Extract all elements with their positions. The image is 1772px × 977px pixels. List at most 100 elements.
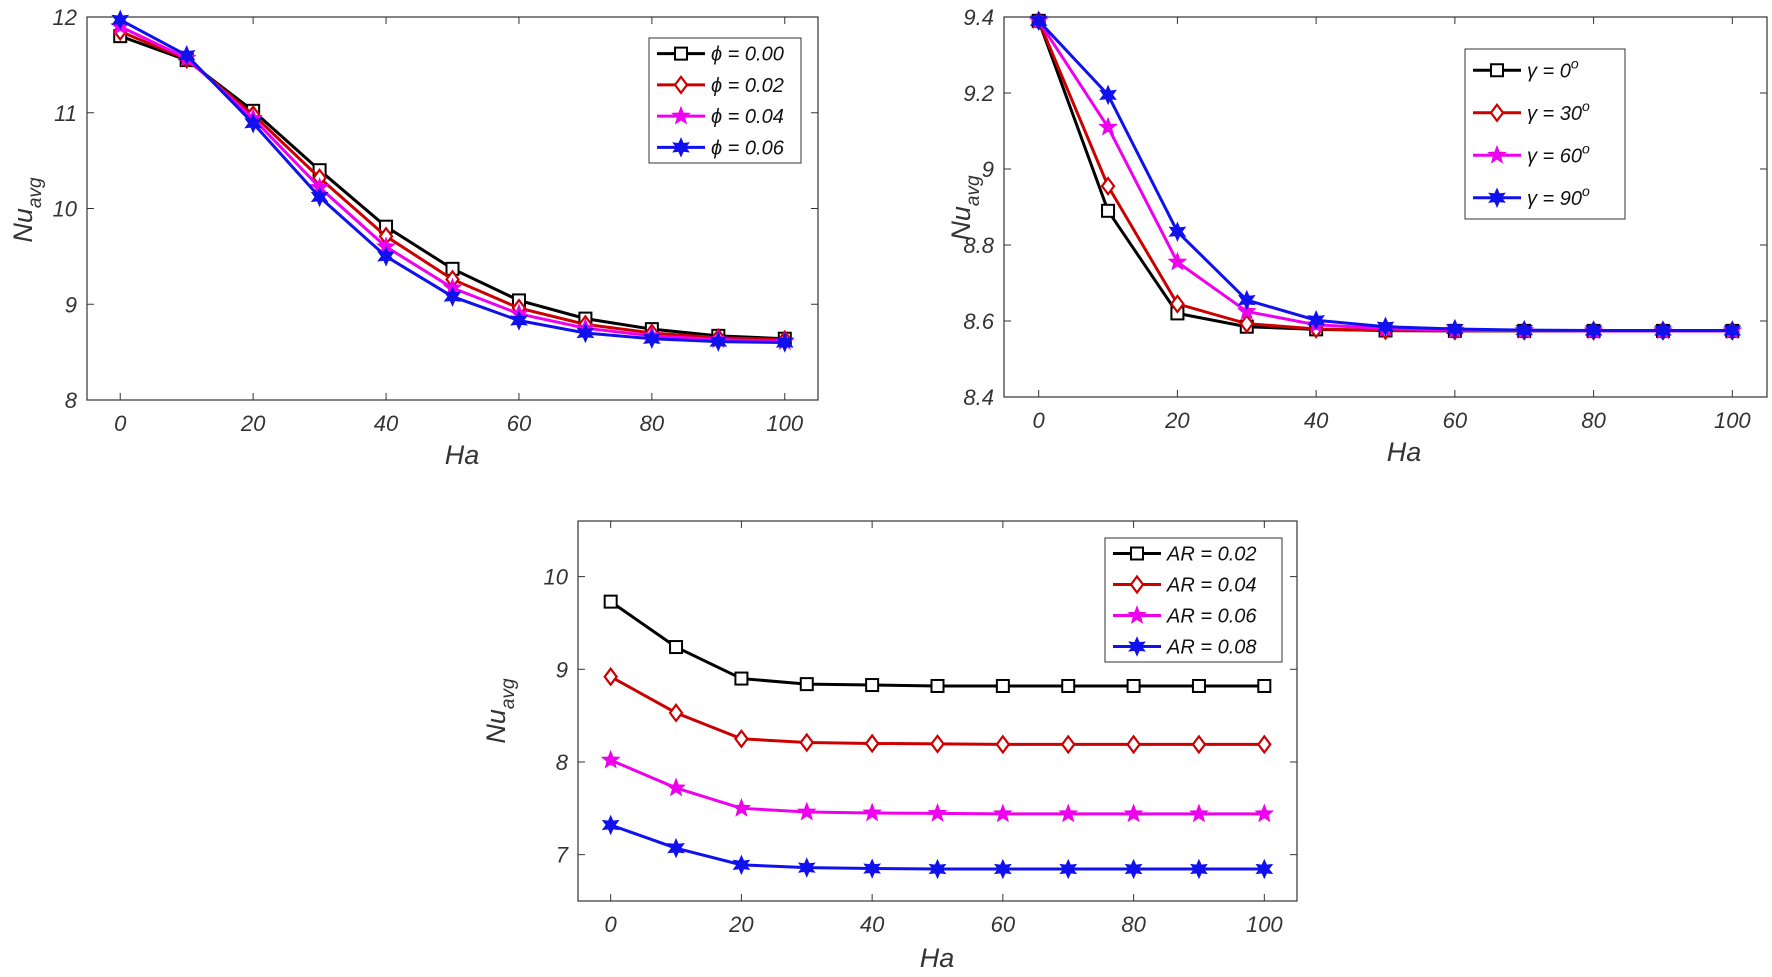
- legend-marker: [1488, 187, 1506, 208]
- data-point: [928, 858, 947, 880]
- legend-label-superscript: o: [1582, 98, 1590, 114]
- legend-marker: [1489, 102, 1505, 123]
- y-tick-label: 8: [556, 750, 569, 775]
- data-point: [863, 858, 882, 879]
- data-point: [1190, 858, 1208, 880]
- data-point: [601, 814, 620, 836]
- data-point: [1584, 320, 1603, 341]
- data-point: [1170, 294, 1185, 314]
- y-axis-label-subscript: avg: [963, 175, 984, 206]
- y-tick-label: 9: [982, 157, 994, 182]
- data-point: [668, 703, 684, 723]
- legend-marker: [1487, 144, 1507, 164]
- legend-label-superscript: o: [1582, 140, 1590, 156]
- data-point: [864, 733, 880, 754]
- data-point: [799, 677, 814, 692]
- data-point: [1654, 320, 1672, 341]
- y-axis-label: Nuavg: [481, 678, 519, 744]
- data-point: [1255, 858, 1274, 880]
- legend-marker: [1128, 636, 1146, 657]
- data-point: [1236, 301, 1257, 320]
- chart-panel-2: 0 20 40 60 80 100 8.4 8.6 8.8 9 9.2 9.4 Ha Nuavg γ = 0…: [946, 5, 1768, 467]
- y-axis-label-subscript: avg: [25, 177, 46, 208]
- legend-marker: [672, 137, 690, 158]
- data-point: [930, 734, 945, 754]
- legend-marker: [1490, 63, 1504, 78]
- x-tick-label: 40: [1304, 408, 1329, 433]
- data-point: [1189, 803, 1209, 823]
- x-tick-label: 60: [507, 411, 532, 436]
- data-point: [732, 854, 751, 876]
- legend-marker: [673, 75, 689, 95]
- legend: γ = 0o γ = 30o γ = 60o γ = 90o: [1464, 48, 1626, 220]
- data-point: [1445, 318, 1464, 340]
- data-point: [666, 777, 686, 797]
- series-4: [111, 9, 794, 353]
- data-point: [244, 113, 263, 134]
- legend-label: AR = 0.02: [1166, 544, 1257, 566]
- legend-label: ϕ = 0.06: [711, 137, 785, 159]
- legend-marker: [1130, 546, 1144, 561]
- data-point: [862, 802, 883, 822]
- series-3: [600, 749, 1275, 823]
- x-tick-label: 0: [605, 912, 618, 937]
- data-point: [1029, 10, 1048, 32]
- data-point: [1098, 116, 1118, 136]
- series-4: [1029, 10, 1742, 341]
- y-tick-label: 7: [556, 843, 569, 868]
- y-tick-label: 9.4: [963, 5, 994, 30]
- legend-label-superscript: o: [1582, 183, 1590, 199]
- y-tick-label: 8.6: [963, 309, 994, 334]
- data-point: [310, 186, 329, 208]
- legend-label-superscript: o: [1571, 55, 1579, 71]
- x-tick-label: 0: [1033, 408, 1046, 433]
- legend-marker: [1127, 605, 1147, 624]
- y-tick-label: 8.8: [963, 233, 994, 258]
- legend-label: γ = 30o: [1527, 98, 1590, 125]
- data-point: [1239, 313, 1255, 334]
- data-point: [1168, 221, 1187, 242]
- x-tick-label: 100: [766, 411, 803, 436]
- data-point: [1060, 734, 1076, 755]
- x-tick-label: 40: [860, 912, 885, 937]
- data-point: [1191, 678, 1206, 693]
- data-point: [177, 45, 196, 66]
- data-point: [111, 9, 130, 31]
- data-point: [1376, 316, 1395, 337]
- y-tick-label: 8: [65, 388, 78, 413]
- data-point: [995, 734, 1011, 755]
- y-axis-label-subscript: avg: [498, 678, 519, 709]
- data-point: [603, 594, 618, 609]
- data-point: [1257, 678, 1272, 693]
- data-point: [443, 286, 462, 307]
- data-point: [1100, 176, 1116, 196]
- data-point: [1237, 289, 1256, 311]
- data-point: [1254, 803, 1275, 823]
- data-point: [796, 801, 817, 821]
- data-point: [510, 310, 528, 331]
- x-tick-label: 80: [1581, 408, 1606, 433]
- y-axis-label: Nuavg: [8, 177, 46, 243]
- data-point: [669, 640, 684, 655]
- data-point: [1256, 734, 1272, 755]
- data-point: [1061, 678, 1076, 693]
- legend-label: ϕ = 0.00: [711, 44, 784, 66]
- data-point: [642, 328, 661, 349]
- data-point: [377, 246, 395, 267]
- x-tick-label: 100: [1714, 408, 1751, 433]
- y-tick-label: 10: [544, 565, 569, 590]
- data-point: [1099, 84, 1117, 106]
- data-point: [1723, 320, 1742, 341]
- data-point: [600, 749, 621, 769]
- data-point: [1191, 734, 1207, 755]
- legend-marker: [674, 46, 688, 61]
- series-2: [603, 666, 1272, 755]
- data-point: [1059, 858, 1078, 880]
- data-point: [930, 678, 945, 693]
- data-point: [576, 322, 595, 344]
- y-tick-label: 12: [53, 5, 77, 30]
- series-4: [601, 814, 1274, 880]
